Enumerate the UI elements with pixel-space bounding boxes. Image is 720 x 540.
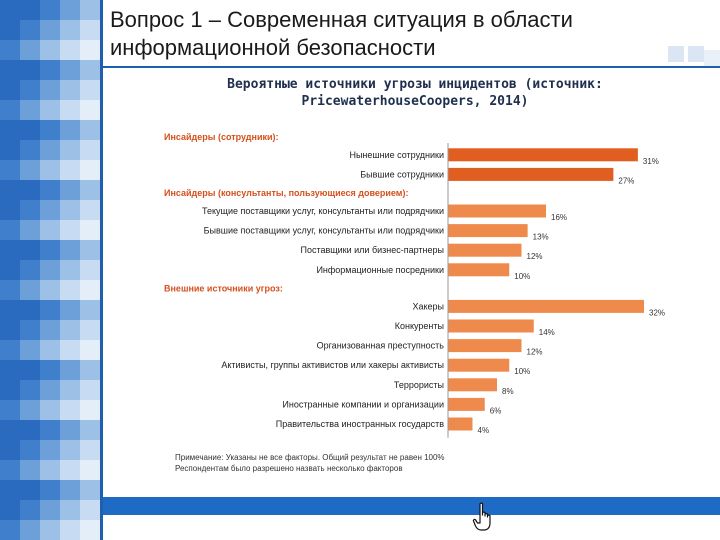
category-label: Организованная преступность	[317, 341, 445, 351]
bar	[448, 148, 638, 162]
value-label: 4%	[478, 426, 490, 435]
category-label: Бывшие поставщики услуг, консультанты ил…	[204, 226, 444, 236]
hand-cursor-icon	[472, 502, 491, 531]
group-label: Инсайдеры (сотрудники):	[164, 132, 279, 142]
slide-title: Вопрос 1 – Современная ситуация в област…	[110, 7, 573, 60]
bar	[448, 378, 497, 392]
bar	[448, 417, 473, 431]
value-label: 8%	[502, 387, 514, 396]
value-label: 13%	[533, 233, 549, 242]
value-label: 27%	[618, 176, 634, 185]
chart-heading: Вероятные источники угрозы инцидентов (и…	[227, 77, 603, 109]
value-label: 14%	[539, 328, 555, 337]
value-label: 10%	[514, 367, 530, 376]
title-underline	[103, 66, 720, 68]
corner-decoration	[660, 46, 720, 66]
bar	[448, 319, 534, 333]
bar	[448, 299, 644, 313]
category-label: Хакеры	[412, 301, 444, 311]
bar	[448, 224, 528, 238]
category-label: Нынешние сотрудники	[349, 150, 444, 160]
value-label: 6%	[490, 406, 502, 415]
category-label: Террористы	[394, 380, 444, 390]
chart-footnote: Примечание: Указаны не все факторы. Общи…	[175, 452, 595, 474]
value-label: 10%	[514, 272, 530, 281]
category-label: Правительства иностранных государств	[276, 419, 444, 429]
value-label: 12%	[527, 252, 543, 261]
category-label: Бывшие сотрудники	[360, 169, 444, 179]
footnote-line-1: Примечание: Указаны не все факторы. Общи…	[175, 453, 445, 462]
bar	[448, 263, 510, 277]
category-label: Активисты, группы активистов или хакеры …	[221, 360, 444, 370]
footer-bar	[103, 497, 720, 515]
value-label: 31%	[643, 157, 659, 166]
threat-sources-bar-chart: Инсайдеры (сотрудники): Нынешние сотрудни…	[164, 132, 665, 438]
bar	[448, 243, 522, 257]
category-label: Иностранные компании и организации	[282, 399, 444, 409]
value-label: 12%	[527, 348, 543, 357]
footnote-line-2: Респондентам было разрешено назвать неск…	[175, 464, 403, 473]
category-label: Информационные посредники	[316, 265, 444, 275]
category-label: Текущие поставщики услуг, консультанты и…	[202, 206, 444, 216]
value-label: 16%	[551, 213, 567, 222]
group-label: Инсайдеры (консультанты, пользующиеся до…	[164, 188, 408, 198]
bar	[448, 397, 485, 411]
side-accent-line	[100, 0, 103, 540]
side-decoration	[0, 0, 100, 540]
category-label: Конкуренты	[395, 321, 444, 331]
bar	[448, 358, 510, 372]
category-label: Поставщики или бизнес-партнеры	[300, 245, 444, 255]
bar	[448, 204, 546, 218]
value-label: 32%	[649, 308, 665, 317]
group-label: Внешние источники угроз:	[164, 284, 283, 294]
bar	[448, 339, 522, 353]
bar	[448, 167, 614, 181]
